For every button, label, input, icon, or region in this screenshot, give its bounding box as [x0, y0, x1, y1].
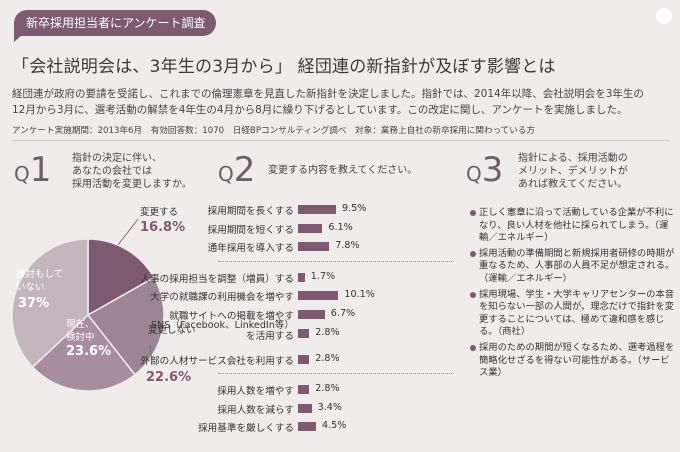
q1-question: 指針の決定に伴い、 あなたの会社では 採用活動を変更しますか。 [72, 152, 192, 191]
pie-slice-value: 23.6% [66, 344, 111, 359]
q3-answer-list: 正しく憲章に沿って活動している企業が不利になり、良い人材を他社に採られてしまう。… [470, 207, 675, 383]
q3-answer-item: 正しく憲章に沿って活動している企業が不利になり、良い人材を他社に採られてしまう。… [470, 207, 675, 245]
pie-slice-value: 22.6% [146, 370, 191, 385]
bar-value: 2.8% [315, 383, 340, 394]
bar-row: 就職サイトへの掲載を増やす 6.7% [169, 307, 454, 322]
bar-label: SNS（Facebook、LinkedIn等） を活用する [151, 320, 294, 342]
survey-meta: アンケート実施期間：2013年6月 有効回答数：1070 日経BPコンサルティン… [12, 126, 536, 136]
pie-slice [31, 313, 137, 392]
pie-slice-label: 検討もして [16, 268, 63, 280]
bar-value: 6.7% [330, 307, 356, 319]
pie-slice [87, 238, 156, 317]
bar-row: 採用人数を減らす 3.4% [214, 401, 454, 416]
corner-dot [656, 8, 672, 24]
bar-label: 採用人数を減らす [217, 404, 294, 416]
bar [298, 329, 310, 338]
q2-question: 変更する内容を教えてください。 [268, 164, 417, 177]
bar-value: 2.8% [315, 327, 340, 338]
bar-label: 外部の人材サービス会社を利用する [140, 355, 295, 367]
group-separator [218, 373, 454, 374]
pie-slice-value: 37% [18, 296, 49, 311]
bar [298, 309, 325, 319]
bar [298, 385, 310, 394]
bar-label: 通年採用を導入する [207, 243, 294, 254]
bar-row: 人事の採用担当を調整（増員）する 1.7% [141, 270, 454, 285]
pie-slice-value: 16.8% [140, 220, 185, 235]
divider [12, 140, 670, 141]
q1-q: Q [14, 162, 30, 186]
bar [298, 291, 339, 300]
q3-question-line: 指針による、採用活動の [518, 153, 628, 164]
pie-slice-label: 変更しない [148, 324, 196, 336]
pie-slice-label: 検討中 [66, 331, 95, 343]
q2-number: Q2 [218, 150, 256, 190]
section-tag: 新卒採用担当者にアンケート調査 [14, 10, 216, 36]
bar-label-line: を活用する [246, 331, 294, 342]
pie-leader-line [117, 218, 139, 246]
q3-answer-item: 採用のための期間が短くなるため、選考過程を簡略化せざるを得ない可能性がある。（サ… [470, 342, 675, 380]
q3-number: Q3 [466, 150, 504, 190]
pie-slice [11, 238, 89, 369]
bar [298, 205, 336, 214]
bar-value: 7.8% [335, 240, 360, 251]
bar-row: 採用期間を長くする 9.5% [208, 202, 454, 217]
bar [298, 354, 310, 364]
bar-row: 採用基準を厳しくする 4.5% [198, 419, 454, 434]
q3-question: 指針による、採用活動の メリット、デメリットが あれば教えてください。 [518, 152, 628, 191]
bar-value: 3.4% [317, 401, 342, 413]
bar-row: 採用人数を増やす 2.8% [214, 382, 454, 397]
headline: 「会社説明会は、3年生の3月から」 経団連の新指針が及ぼす影響とは [12, 57, 556, 77]
lead-text: 経団連が政府の要請を受諾し、これまでの倫理憲章を見直した新指針を決定しました。指… [12, 86, 672, 118]
bar [298, 272, 305, 282]
bar-label: 人事の採用担当を調整（増員）する [140, 273, 295, 285]
q3-answer-item: 採用現場、学生・大学キャリアセンターの本音を知らない一部の人間が、理念だけで指針… [470, 289, 675, 339]
bar [298, 422, 316, 431]
q1-question-line: 指針の決定に伴い、 [72, 153, 162, 164]
q3-n: 3 [481, 150, 504, 190]
bar-row: 通年採用を導入する 7.8% [208, 239, 454, 254]
q1-n: 1 [29, 150, 52, 190]
pie-slice [86, 276, 165, 376]
bar-label: 採用期間を長くする [207, 206, 294, 217]
bar [298, 242, 330, 251]
pie-slice-label: 変更する [140, 206, 178, 218]
bar-value: 9.5% [342, 203, 367, 214]
bar-value: 6.1% [328, 221, 353, 233]
q2-n: 2 [233, 150, 256, 190]
q1-number: Q1 [14, 150, 52, 190]
bar-row: 外部の人材サービス会社を利用する 2.8% [141, 352, 454, 367]
bar-label: 採用人数を増やす [217, 386, 294, 397]
pie-slice-label: いない [16, 282, 45, 293]
group-separator [218, 260, 454, 262]
q1-question-line: 採用活動を変更しますか。 [72, 179, 192, 190]
q2-question-line: 変更する内容を教えてください。 [268, 165, 418, 176]
bar-label: 就職サイトへの掲載を増やす [169, 310, 294, 322]
bar-row: SNS（Facebook、LinkedIn等） を活用する 2.8% [151, 320, 454, 342]
lead-line: 12月から3月に、選考活動の解禁を4年生の4月から8月に繰り下げるとしています。… [12, 104, 628, 116]
q2-q: Q [218, 162, 234, 186]
bar [298, 223, 323, 233]
bar-label: 採用期間を短くする [207, 224, 294, 236]
section-tag-tail [14, 34, 23, 42]
bar [298, 403, 312, 413]
q3-answer-item: 採用活動の準備期間と新規採用者研修の時期が重なるため、人事部の人員不足が想定され… [470, 248, 675, 286]
bar-value: 1.7% [310, 270, 336, 282]
bar-label: 大学の就職課の利用機会を増やす [150, 292, 294, 303]
q2-bar-chart: 採用期間を長くする 9.5% 採用期間を短くする 6.1% 通年採用を導入する 7.8% 人… [141, 200, 454, 450]
bar-label-line: SNS（Facebook、LinkedIn等） [150, 320, 294, 331]
q1-question-line: あなたの会社では [72, 166, 152, 177]
q3-q: Q [466, 162, 482, 186]
q3-question-line: メリット、デメリットが [518, 166, 628, 177]
pie-slice-label: 現在、 [66, 318, 95, 330]
bar-value: 10.1% [344, 289, 375, 300]
bar-value: 2.8% [315, 352, 340, 364]
q3-question-line: あれば教えてください。 [518, 179, 628, 190]
bar-value: 4.5% [322, 420, 347, 431]
pie-leader-line [149, 344, 153, 364]
lead-line: 経団連が政府の要請を受諾し、これまでの倫理憲章を見直した新指針を決定しました。指… [12, 88, 644, 100]
bar-row: 大学の就職課の利用機会を増やす 10.1% [150, 288, 454, 303]
bar-label: 採用基準を厳しくする [198, 423, 294, 434]
bar-row: 採用期間を短くする 6.1% [208, 221, 454, 236]
